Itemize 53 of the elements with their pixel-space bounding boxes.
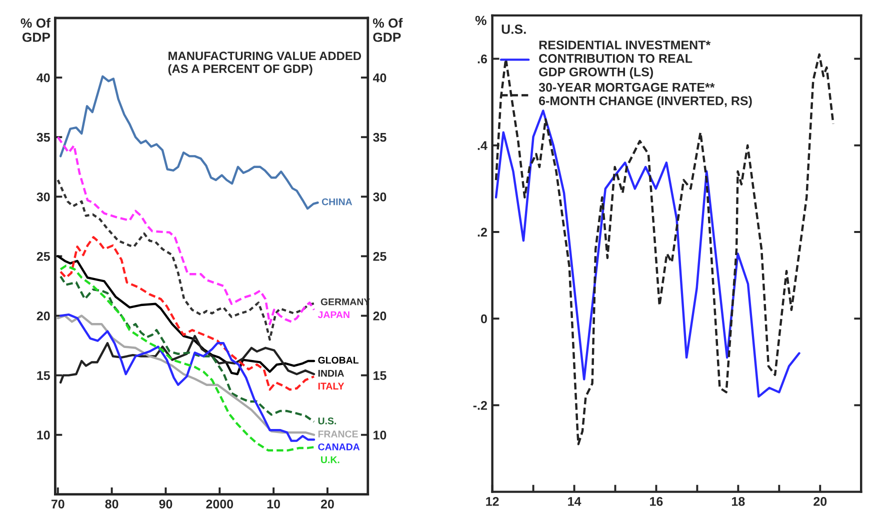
y-tick-label: .2 xyxy=(478,228,487,237)
y2-tick-label: 15 xyxy=(374,371,386,380)
y-tick-label: -.2 xyxy=(473,401,487,410)
y2-tick-label: 25 xyxy=(373,252,386,261)
x-tick-label: 14 xyxy=(568,497,582,506)
y2-tick-label: 20 xyxy=(373,312,386,320)
series-label: FRANCE xyxy=(318,430,358,438)
series-label: CANADA xyxy=(318,443,360,450)
y-tick-label: 40 xyxy=(36,73,50,82)
y2-axis-title: % Of GDP xyxy=(372,18,403,42)
y2-tick-label: 35 xyxy=(373,132,386,142)
series-label: ITALY xyxy=(318,382,344,390)
series-label: U.K. xyxy=(321,456,340,464)
x-tick-label: 12 xyxy=(486,497,499,506)
y-tick-label: .4 xyxy=(478,141,488,150)
line-series xyxy=(59,334,316,384)
y-tick-label: 35 xyxy=(36,132,50,142)
y2-tick-label: 40 xyxy=(372,73,386,82)
y2-tick-label: 10 xyxy=(374,430,386,440)
series-label: CHINA xyxy=(322,198,352,206)
y-tick-label: 25 xyxy=(36,252,50,261)
x-tick-label: 90 xyxy=(159,500,172,508)
y-tick-label: 10 xyxy=(37,430,50,440)
x-tick-label: 20 xyxy=(814,497,827,506)
y2-tick-label: 30 xyxy=(373,192,386,202)
series-label: GLOBAL xyxy=(318,356,359,364)
line-series xyxy=(59,275,316,423)
text: MANUFACTURING VALUE ADDED (AS A PERCENT OF GDP) xyxy=(168,52,362,76)
legend-label: 30-YEAR MORTGAGE RATE** 6-MONTH CHANGE (INVERTED, RS) xyxy=(538,82,752,108)
y-tick-label: 15 xyxy=(37,371,50,380)
line-series xyxy=(56,255,316,376)
series-label: INDIA xyxy=(318,370,344,377)
series-label: JAPAN xyxy=(318,311,350,318)
x-tick-label: 16 xyxy=(650,497,663,506)
y-tick-label: 0 xyxy=(480,314,487,324)
x-tick-label: 70 xyxy=(51,500,64,508)
y-tick-label: 20 xyxy=(36,312,50,320)
series-label: U.S. xyxy=(318,417,336,424)
line-series xyxy=(494,110,800,398)
y-axis-title: % xyxy=(475,16,486,26)
x-tick-label: 2000 xyxy=(206,500,234,508)
y-axis-title: % Of GDP xyxy=(20,18,51,42)
x-tick-label: 10 xyxy=(267,500,280,508)
line-series xyxy=(59,75,319,210)
line-series xyxy=(56,136,316,326)
x-tick-label: 20 xyxy=(320,500,334,508)
x-tick-label: 18 xyxy=(732,497,745,506)
legend-title: U.S. xyxy=(502,24,526,34)
x-tick-label: 80 xyxy=(105,500,118,508)
y-tick-label: .6 xyxy=(478,54,487,64)
line-series xyxy=(59,236,316,391)
y-tick-label: 30 xyxy=(36,192,50,202)
legend-label: RESIDENTIAL INVESTMENT* CONTRIBUTION TO REAL GDP GROWTH (LS) xyxy=(539,40,711,79)
